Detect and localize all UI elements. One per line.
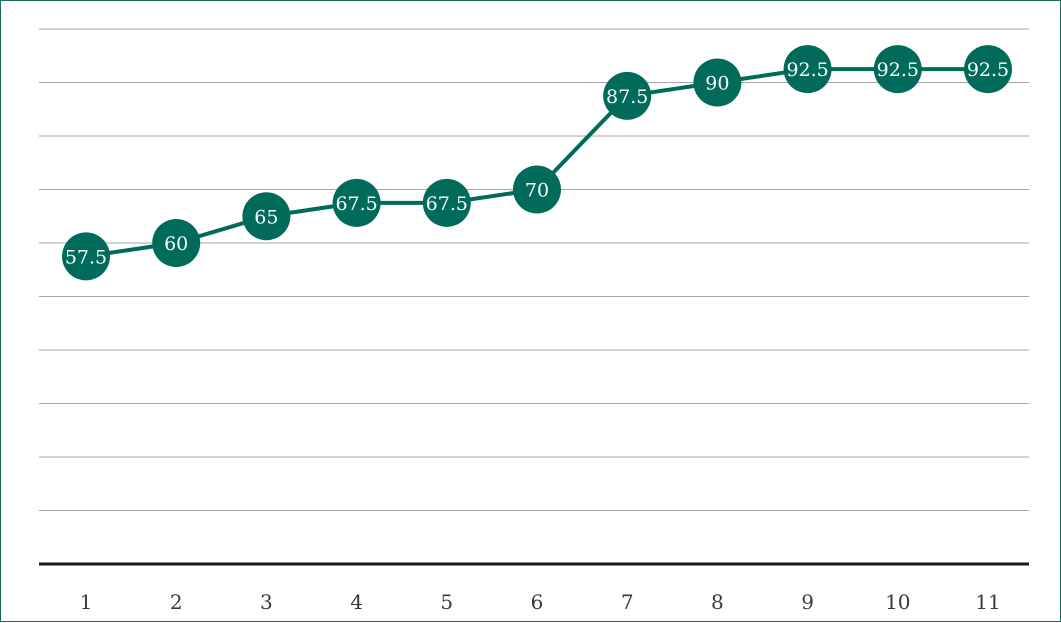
x-tick-label: 10 <box>885 590 910 614</box>
data-point: 90 <box>693 58 742 107</box>
data-point: 65 <box>242 192 291 241</box>
data-point-marker <box>964 45 1012 94</box>
data-point-marker <box>693 58 742 107</box>
data-point-marker <box>332 178 381 227</box>
x-tick-label: 4 <box>350 590 363 614</box>
series-line <box>85 67 988 259</box>
gridlines <box>39 28 1029 511</box>
data-label: 92.5 <box>877 59 919 81</box>
x-tick-label: 5 <box>440 590 453 614</box>
data-point: 92.5 <box>783 45 832 94</box>
x-tick-label: 3 <box>260 590 273 614</box>
x-tick-label: 2 <box>170 590 183 614</box>
data-point: 92.5 <box>964 45 1012 94</box>
data-label: 92.5 <box>967 59 1009 81</box>
data-point-marker <box>783 45 832 94</box>
data-point: 67.5 <box>332 178 381 227</box>
data-label: 67.5 <box>335 193 377 215</box>
series-line-group <box>85 67 988 259</box>
data-markers: 57.5 60 65 67.5 67.5 70 87.5 90 92.5 92.5 92.5 <box>62 45 1012 281</box>
data-point: 70 <box>513 165 561 214</box>
data-label: 67.5 <box>426 193 468 215</box>
data-point-marker <box>242 192 291 241</box>
x-tick-label: 1 <box>80 590 93 614</box>
data-point-marker <box>422 178 471 227</box>
data-point: 60 <box>152 219 201 267</box>
x-tick-label: 6 <box>531 590 544 614</box>
data-point: 87.5 <box>603 71 652 120</box>
x-tick-label: 11 <box>975 590 1000 614</box>
data-point-marker <box>62 232 110 281</box>
data-label: 90 <box>705 73 729 95</box>
data-point-marker <box>873 45 922 94</box>
x-tick-labels: 1 2 3 4 5 6 7 8 9 10 11 <box>80 590 1001 614</box>
data-point: 57.5 <box>62 232 110 281</box>
data-point: 92.5 <box>873 45 922 94</box>
data-point: 67.5 <box>422 178 471 227</box>
data-point-marker <box>152 219 201 267</box>
data-label: 60 <box>164 233 188 255</box>
data-label: 57.5 <box>65 246 107 268</box>
x-tick-label: 7 <box>621 590 634 614</box>
data-point-marker <box>603 71 652 120</box>
data-point-marker <box>513 165 561 214</box>
data-label: 65 <box>254 206 278 228</box>
data-label: 92.5 <box>786 59 828 81</box>
x-tick-label: 8 <box>711 590 724 614</box>
x-tick-label: 9 <box>801 590 814 614</box>
data-label: 70 <box>525 180 549 202</box>
data-label: 87.5 <box>606 86 648 108</box>
